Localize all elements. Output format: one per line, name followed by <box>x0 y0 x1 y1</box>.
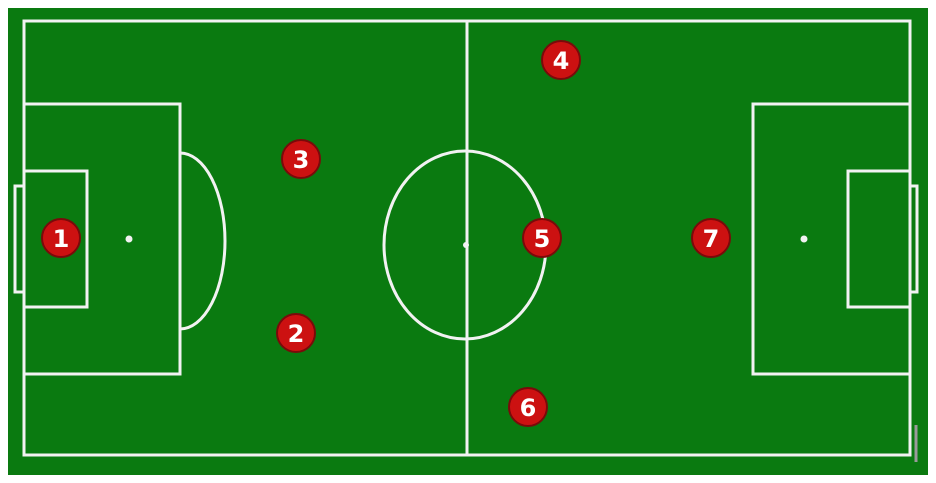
player-marker-4: 4 <box>541 40 581 80</box>
player-number-2: 2 <box>288 320 305 348</box>
left-goal <box>13 184 26 294</box>
right-penalty-spot <box>800 235 808 243</box>
player-number-6: 6 <box>520 394 537 422</box>
player-marker-1: 1 <box>41 218 81 258</box>
player-marker-2: 2 <box>276 313 316 353</box>
center-spot <box>463 242 469 248</box>
player-number-4: 4 <box>553 47 570 75</box>
player-marker-5: 5 <box>522 218 562 258</box>
player-number-1: 1 <box>53 225 70 253</box>
player-marker-3: 3 <box>281 139 321 179</box>
left-penalty-arc <box>179 151 227 331</box>
player-marker-7: 7 <box>691 218 731 258</box>
player-number-7: 7 <box>703 225 720 253</box>
player-number-3: 3 <box>293 146 310 174</box>
player-marker-6: 6 <box>508 387 548 427</box>
right-goal <box>908 184 919 294</box>
player-number-5: 5 <box>534 225 551 253</box>
left-penalty-spot <box>125 235 133 243</box>
